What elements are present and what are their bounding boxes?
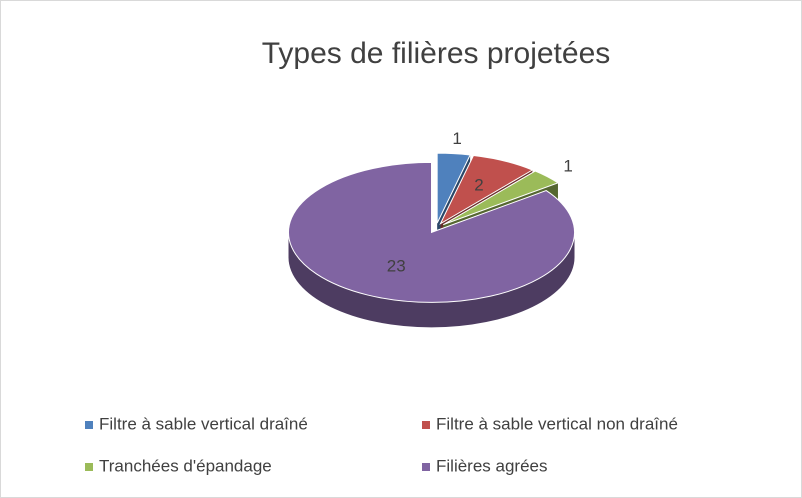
legend-label: Filtre à sable vertical draîné bbox=[99, 414, 308, 433]
legend-swatch bbox=[85, 421, 93, 429]
legend-label: Tranchées d'épandage bbox=[99, 456, 272, 475]
pie-slice-side bbox=[288, 232, 575, 328]
pie-slice bbox=[443, 170, 560, 226]
pie-slice bbox=[288, 161, 575, 303]
pie-slice bbox=[436, 152, 471, 224]
data-label: 1 bbox=[452, 129, 461, 148]
pie-slice bbox=[439, 154, 534, 225]
data-label: 23 bbox=[387, 256, 406, 275]
data-label: 1 bbox=[563, 156, 572, 175]
legend-swatch bbox=[422, 421, 430, 429]
legend-label: Filtre à sable vertical non draîné bbox=[436, 414, 678, 433]
data-label: 2 bbox=[474, 176, 483, 195]
legend-swatch bbox=[422, 463, 430, 471]
legend-swatch bbox=[85, 463, 93, 471]
legend-label: Filières agrées bbox=[436, 456, 548, 475]
chart-title: Types de filières projetées bbox=[262, 37, 611, 70]
